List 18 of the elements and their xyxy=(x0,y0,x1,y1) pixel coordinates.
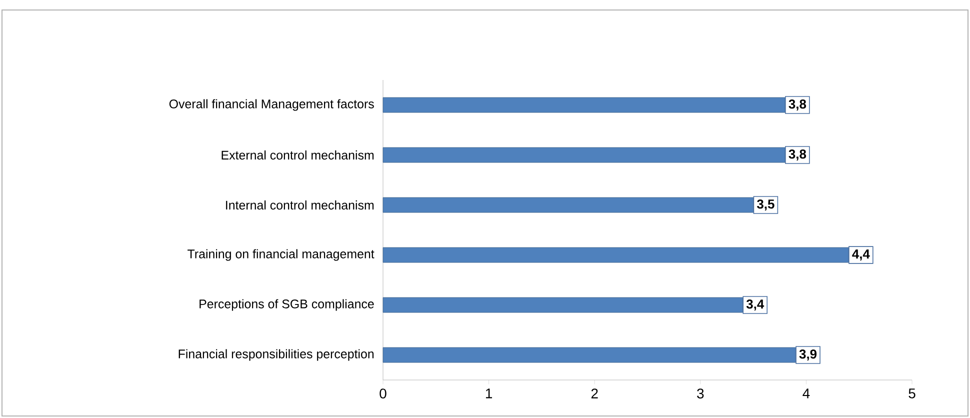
data-label: 3,4 xyxy=(746,299,764,311)
y-tick-label: External control mechanism xyxy=(222,150,374,160)
y-tick-label: Internal control mechanism xyxy=(226,200,374,210)
data-label: 3,8 xyxy=(788,149,806,161)
x-tick-label: 1 xyxy=(486,388,492,398)
data-label: 3,5 xyxy=(756,199,774,211)
y-tick-label: Financial responsibilities perception xyxy=(178,349,374,361)
y-tick-label: Overall financial Management factors xyxy=(169,99,374,111)
data-label: 3,8 xyxy=(788,99,806,111)
y-tick-label: Training on financial management xyxy=(188,249,374,261)
x-tick-label: 5 xyxy=(908,388,916,398)
x-tick-label: 0 xyxy=(380,388,386,398)
data-label: 4,4 xyxy=(852,250,870,260)
x-tick-label: 2 xyxy=(591,388,598,398)
data-label: 3,9 xyxy=(799,349,817,361)
x-tick-label: 4 xyxy=(802,388,810,398)
y-tick-label: Perceptions of SGB compliance xyxy=(200,299,374,311)
x-tick-label: 3 xyxy=(697,388,704,398)
